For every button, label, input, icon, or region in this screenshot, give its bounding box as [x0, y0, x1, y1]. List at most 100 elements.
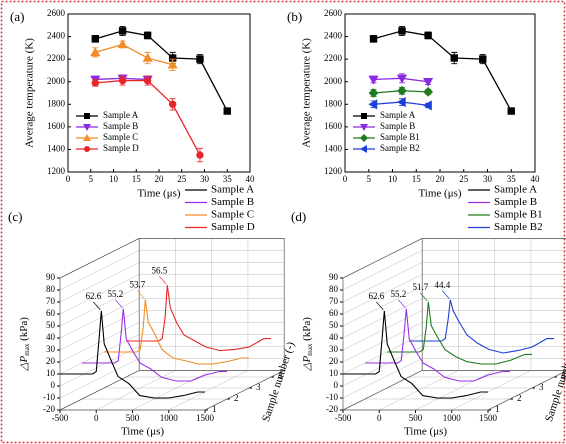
legend-label: Sample B: [211, 196, 254, 208]
peak-label: 53.7: [129, 280, 145, 290]
marker: [143, 31, 152, 40]
y-tick-label: 1800: [324, 98, 343, 108]
y-tick-label: -10: [326, 392, 338, 402]
y-axis-label-unit: (kPa): [18, 317, 30, 344]
waveform: [365, 308, 510, 382]
z-tick-label: 3: [539, 382, 544, 392]
x-tick-label: -500: [52, 413, 69, 423]
x-tick-label: 500: [409, 413, 423, 423]
marker: [396, 96, 406, 108]
x-tick-label: 0: [377, 413, 382, 423]
x-tick-label: 30: [483, 174, 493, 184]
y-tick-label: 30: [329, 344, 339, 354]
legend-label: Sample D: [211, 221, 255, 233]
marker: [91, 35, 99, 43]
grid-line: [342, 262, 423, 303]
marker: [118, 27, 127, 35]
peak-arrow: [420, 292, 428, 302]
x-tick-label: 25: [459, 174, 469, 184]
marker: [223, 107, 231, 115]
marker: [143, 76, 152, 85]
legend-label: Sample B: [103, 121, 138, 131]
marker: [423, 78, 434, 87]
x-tick-label: 0: [66, 174, 71, 184]
grid-line: [96, 370, 176, 411]
x-tick-label: 40: [246, 174, 256, 184]
y-tick-label: 0: [51, 380, 56, 390]
z-axis-label: Sample number (-): [543, 340, 566, 423]
legend-marker: [83, 124, 91, 131]
y-tick-label: 40: [46, 332, 56, 342]
x-tick-label: 1500: [196, 413, 215, 423]
waveform: [343, 310, 488, 399]
marker: [423, 86, 434, 97]
z-tick-label: 3: [256, 382, 261, 392]
x-tick-label: 10: [109, 174, 119, 184]
z-tick-label: 1: [495, 404, 500, 414]
legend-label: Sample A: [211, 184, 254, 196]
legend-label: Sample B: [380, 121, 415, 131]
legend-marker: [361, 113, 367, 119]
peak-label: 55.2: [107, 289, 123, 299]
y-tick-label: 30: [46, 344, 56, 354]
marker: [368, 99, 378, 110]
z-tick-label: 2: [234, 393, 239, 403]
waveform: [126, 285, 271, 352]
y-tick-label: 50: [329, 320, 339, 330]
marker: [398, 27, 406, 35]
grid-line: [59, 346, 140, 387]
x-tick-label: 15: [132, 174, 142, 184]
grid-line: [342, 298, 423, 339]
y-tick-label: 2400: [324, 31, 343, 41]
marker: [396, 74, 408, 84]
x-tick-label: 0: [94, 413, 99, 423]
y-axis-label: △Pmax (kPa): [301, 317, 314, 372]
marker: [168, 100, 177, 108]
peak-label: 51.7: [412, 282, 428, 292]
marker: [118, 76, 127, 85]
marker: [142, 52, 153, 62]
x-tick-label: 5: [89, 174, 94, 184]
marker: [479, 55, 487, 63]
legend-label: Sample B: [494, 196, 537, 208]
y-tick-label: 20: [46, 356, 56, 366]
grid-line: [59, 322, 140, 363]
grid-line: [59, 262, 140, 303]
x-axis-label: Time (μs): [418, 188, 461, 200]
marker: [450, 54, 458, 62]
marker: [368, 88, 379, 98]
legend-marker: [360, 145, 367, 153]
grid-line: [342, 286, 423, 327]
x-axis-label: Time (μs): [121, 426, 164, 438]
grid-line: [132, 370, 212, 411]
peak-arrow: [159, 275, 167, 285]
legend-label: Sample C: [103, 132, 138, 142]
legend-label: Sample B1: [380, 132, 420, 142]
grid-line: [342, 346, 423, 387]
y-tick-label: 60: [46, 308, 56, 318]
x-tick-label: 35: [223, 174, 233, 184]
series-line: [95, 30, 228, 112]
grid-line: [59, 286, 140, 327]
z-tick-label: 2: [517, 393, 522, 403]
legend-label: Sample B1: [494, 209, 543, 221]
grid-line: [342, 322, 423, 363]
y-tick-label: 10: [329, 368, 339, 378]
z-tick-label: 1: [212, 404, 217, 414]
x-tick-label: -500: [335, 413, 352, 423]
x-tick-label: 35: [507, 174, 517, 184]
y-tick-label: 2200: [324, 53, 343, 63]
series-line: [95, 43, 173, 66]
y-axis-label: △Pmax (kPa): [18, 317, 31, 372]
x-axis-label: Time (μs): [404, 426, 447, 438]
y-axis-label: Average temperature (K): [24, 38, 36, 148]
waveform: [387, 301, 532, 365]
peak-label: 62.6: [85, 291, 101, 301]
marker: [167, 59, 178, 69]
grid-line: [451, 370, 532, 411]
grid-line: [59, 274, 140, 315]
peak-arrow: [442, 290, 450, 299]
x-tick-label: 30: [200, 174, 210, 184]
